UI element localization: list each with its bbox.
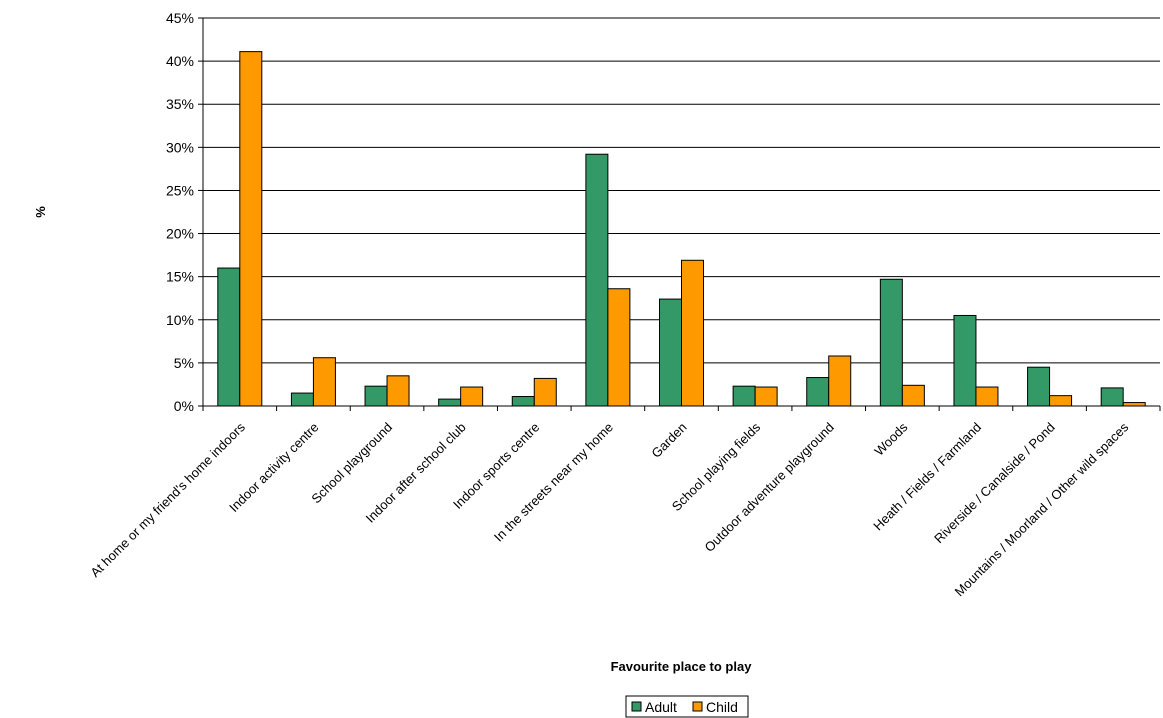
bar-child [533, 377, 557, 407]
bar-adult [732, 385, 756, 407]
x-tick-label: Outdoor adventure playground [702, 420, 837, 555]
bar-child [607, 288, 631, 407]
bar-adult [217, 267, 241, 407]
bar-adult [1027, 366, 1051, 407]
bar-child [386, 375, 410, 407]
y-tick-label: 0% [174, 398, 194, 414]
x-tick-label: Garden [648, 420, 689, 461]
y-tick-label: 25% [166, 182, 194, 198]
bar-adult [1100, 387, 1124, 407]
bar-adult [659, 298, 682, 407]
axes [202, 18, 1161, 411]
legend-label-adult: Adult [645, 699, 677, 715]
x-tick-label: Riverside / Canalside / Pond [931, 420, 1058, 547]
y-tick-label: 10% [166, 312, 194, 328]
y-tick-label: 45% [166, 10, 194, 26]
bar-adult [364, 385, 388, 407]
legend-frame [625, 695, 749, 718]
x-tick-label: Woods [871, 419, 910, 458]
bar-adult [806, 377, 830, 407]
y-tick-label: 5% [174, 355, 194, 371]
bar-child [312, 357, 336, 407]
x-axis-title: Favourite place to play [611, 659, 753, 674]
legend-swatch-child [692, 701, 703, 712]
bar-adult [511, 396, 535, 407]
bar-child [1122, 402, 1146, 407]
bar-adult [953, 314, 977, 407]
bar-child [975, 386, 999, 407]
legend-label-child: Child [706, 699, 738, 715]
y-axis-title: % [33, 206, 48, 218]
bar-adult [290, 392, 314, 407]
bar-child [828, 355, 852, 407]
bar-adult [585, 153, 609, 407]
bar-adult [438, 398, 462, 407]
bar-adult [879, 278, 903, 407]
y-tick-label: 35% [166, 96, 194, 112]
y-tick-label: 15% [166, 269, 194, 285]
x-tick-label: In the streets near my home [491, 420, 616, 545]
bar-child [460, 386, 484, 407]
y-tick-label: 40% [166, 53, 194, 69]
x-axis-categories: At home or my friend's home indoorsIndoo… [87, 419, 1131, 599]
legend: Adult Child [625, 695, 749, 718]
bars [217, 51, 1146, 407]
gridlines [203, 17, 1160, 364]
y-tick-label: 20% [166, 226, 194, 242]
bar-child [901, 384, 925, 407]
legend-swatch-adult [631, 701, 642, 712]
x-tick-label: School playground [308, 420, 395, 507]
x-tick-label: At home or my friend's home indoors [87, 419, 248, 580]
bar-child [681, 259, 704, 407]
bar-child [754, 386, 778, 407]
bar-child [1049, 395, 1073, 407]
y-axis-ticks: 0% 5% 10% 15% 20% 25% 30% 35% 40% 45% [166, 10, 203, 414]
bar-child [239, 51, 263, 407]
y-tick-label: 30% [166, 139, 194, 155]
